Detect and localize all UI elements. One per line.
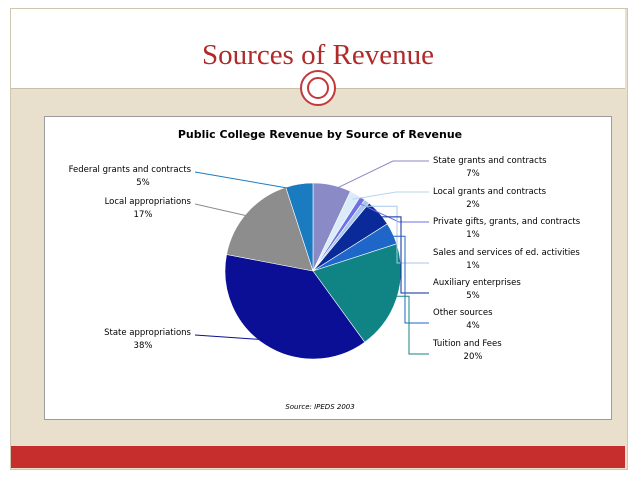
slice-label: State appropriations bbox=[104, 328, 191, 338]
slice-label: Auxiliary enterprises bbox=[433, 278, 521, 288]
slice-value-label: 1% bbox=[466, 230, 480, 240]
slide-title: Sources of Revenue bbox=[202, 39, 434, 71]
slice-label: Sales and services of ed. activities bbox=[433, 248, 580, 258]
slice-value-label: 1% bbox=[466, 261, 480, 271]
slice-value-label: 20% bbox=[464, 352, 483, 362]
chart-title: Public College Revenue by Source of Reve… bbox=[178, 128, 462, 141]
leader-lines bbox=[194, 160, 429, 355]
leader-line bbox=[363, 205, 429, 264]
leader-line bbox=[374, 216, 429, 294]
leader-line bbox=[358, 202, 429, 223]
slice-label: Private gifts, grants, and contracts bbox=[433, 217, 581, 227]
leader-line bbox=[330, 160, 429, 192]
chart-box: Public College Revenue by Source of Reve… bbox=[44, 116, 612, 420]
pie-slice-local-appropriations bbox=[226, 186, 314, 272]
leader-line bbox=[194, 203, 252, 218]
slice-value-label: 7% bbox=[466, 169, 480, 179]
slice-labels: State grants and contracts 7% Local grants… bbox=[69, 156, 581, 362]
leader-line bbox=[194, 171, 301, 191]
leader-line bbox=[387, 235, 429, 324]
slice-label: Local grants and contracts bbox=[433, 187, 547, 197]
slice-label: Local appropriations bbox=[105, 197, 192, 207]
leader-line bbox=[390, 295, 429, 355]
slice-label: Tuition and Fees bbox=[432, 339, 502, 349]
slice-label: Other sources bbox=[433, 308, 493, 318]
slice-value-label: 17% bbox=[134, 210, 153, 220]
slice-value-label: 38% bbox=[134, 341, 153, 351]
pie-slice-state-appropriations bbox=[224, 254, 366, 360]
chart-source: Source: IPEDS 2003 bbox=[285, 403, 354, 411]
slice-label: Federal grants and contracts bbox=[69, 165, 192, 175]
leader-line bbox=[352, 191, 429, 200]
pie-chart: Public College Revenue by Source of Reve… bbox=[69, 128, 581, 411]
slice-value-label: 2% bbox=[466, 200, 480, 210]
pie-slices bbox=[224, 182, 402, 360]
circle-ornament-inner bbox=[307, 77, 329, 99]
slice-value-label: 4% bbox=[466, 321, 480, 331]
leader-line bbox=[194, 334, 270, 341]
slice-value-label: 5% bbox=[466, 291, 480, 301]
pie-slice-tuition-and-fees bbox=[312, 243, 402, 343]
circle-ornament-icon bbox=[300, 70, 336, 106]
slice-value-label: 5% bbox=[136, 178, 150, 188]
slice-label: State grants and contracts bbox=[433, 156, 547, 166]
footer-bar bbox=[11, 446, 625, 468]
